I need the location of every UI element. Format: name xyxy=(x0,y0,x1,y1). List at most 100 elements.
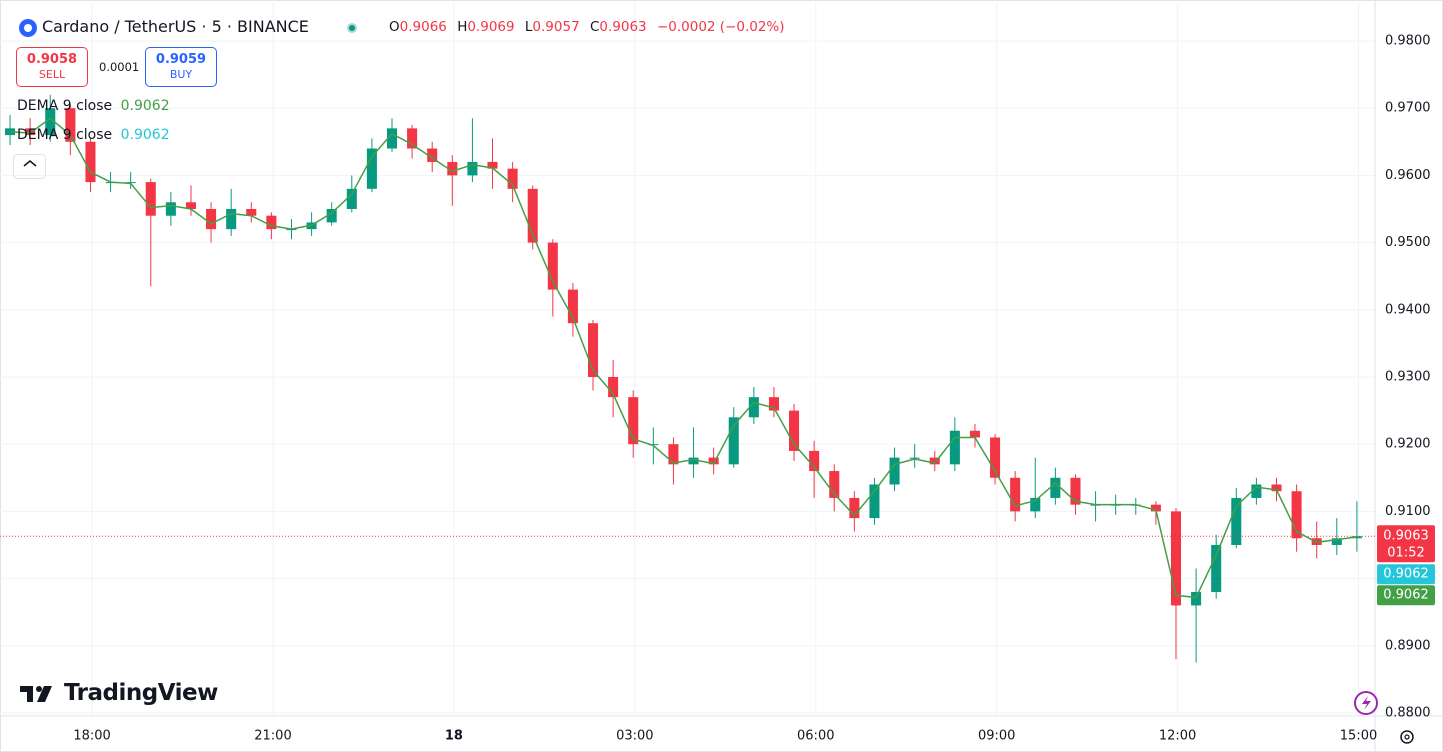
buy-button[interactable]: 0.9059 BUY xyxy=(145,47,217,87)
candle-body xyxy=(427,148,438,162)
candle-body xyxy=(507,168,518,189)
candle-body xyxy=(266,215,277,230)
candle-body xyxy=(346,188,357,209)
candle-body xyxy=(1150,504,1161,512)
candle-body xyxy=(467,161,478,176)
candle-body xyxy=(366,148,377,189)
y-tick-label: 0.9800 xyxy=(1385,33,1431,48)
collapse-button[interactable] xyxy=(13,154,46,179)
candle-body xyxy=(547,242,558,290)
indicator-name: DEMA 9 close xyxy=(17,127,113,143)
x-tick-label: 03:00 xyxy=(616,729,653,744)
ohlc-key: H xyxy=(457,19,468,35)
symbol-title[interactable]: Cardano / TetherUS · 5 · BINANCE xyxy=(42,17,309,36)
candle-body xyxy=(447,161,458,176)
candle-body xyxy=(25,128,36,136)
ohlc-key: L xyxy=(524,19,533,35)
countdown-label: 01:52 xyxy=(1387,546,1424,561)
ohlc-value: 0.9069 xyxy=(467,19,515,35)
x-tick-label: 21:00 xyxy=(254,729,291,744)
brand-name: TradingView xyxy=(64,680,218,706)
candle-body xyxy=(1271,484,1282,492)
logo-shape xyxy=(37,686,52,702)
indicator-value: 0.9062 xyxy=(120,98,170,114)
candle-body xyxy=(768,397,779,411)
candle-body xyxy=(226,208,237,230)
x-tick-label: 12:00 xyxy=(1159,729,1196,744)
candle-body xyxy=(809,450,820,472)
y-tick-label: 0.8900 xyxy=(1385,638,1431,653)
spread: 0.0001 xyxy=(99,60,140,74)
y-tick-label: 0.9500 xyxy=(1385,235,1431,250)
settings-icon-core xyxy=(1404,734,1410,740)
candle-body xyxy=(145,182,156,216)
candle-body xyxy=(929,457,940,465)
ohlc-legend: O0.9066 H0.9069 L0.9057 C0.9063 −0.0002 … xyxy=(383,19,785,35)
indicator-legend[interactable]: DEMA 9 close 0.9062 xyxy=(17,98,170,114)
candle-body xyxy=(869,484,880,519)
candle-body xyxy=(85,141,96,183)
candle-body xyxy=(608,376,619,398)
candle-body xyxy=(246,208,257,216)
sell-price: 0.9058 xyxy=(26,52,78,67)
change: −0.0002 (−0.02%) xyxy=(656,19,785,35)
collapse-chevron xyxy=(23,160,37,167)
ohlc-value: 0.9057 xyxy=(532,19,580,35)
buy-price: 0.9059 xyxy=(155,52,207,67)
candle-body xyxy=(889,457,900,485)
indicator-value: 0.9062 xyxy=(120,127,170,143)
indicator-price-label: 0.9062 xyxy=(1383,588,1429,603)
candle-body xyxy=(386,128,398,149)
candle-body xyxy=(587,323,599,377)
candle-body xyxy=(1010,477,1021,512)
candle-body xyxy=(206,208,217,230)
candle-body xyxy=(990,437,1001,478)
candle-body xyxy=(165,202,176,216)
candle-body xyxy=(708,457,719,465)
candle-body xyxy=(628,397,639,445)
candle-body xyxy=(1170,511,1182,606)
y-tick-label: 0.9100 xyxy=(1385,504,1431,519)
ohlc-value: 0.9063 xyxy=(599,19,647,35)
y-tick-label: 0.8800 xyxy=(1385,705,1431,720)
settings-icon[interactable] xyxy=(1400,730,1414,744)
last-price-label: 0.9063 xyxy=(1383,529,1429,544)
indicator-price-tag xyxy=(1377,564,1435,585)
indicator-price-label: 0.9062 xyxy=(1383,567,1429,582)
candle-body xyxy=(5,128,16,136)
logo-shape xyxy=(20,686,33,702)
candle-body xyxy=(1211,544,1222,593)
brand-logo xyxy=(20,686,52,702)
candle-body xyxy=(527,188,538,243)
alert-bolt xyxy=(1362,696,1371,710)
indicator-legend[interactable]: DEMA 9 close 0.9062 xyxy=(17,127,170,143)
buy-label: BUY xyxy=(169,68,193,81)
candle-body xyxy=(748,397,759,418)
last-price-tag xyxy=(1377,525,1435,563)
candle-body xyxy=(1331,538,1342,545)
candle-body xyxy=(185,202,196,209)
coin-icon-inner xyxy=(24,24,32,32)
candle-body xyxy=(1050,477,1061,498)
candle-body xyxy=(1030,497,1041,512)
candle-body xyxy=(1251,484,1262,498)
x-tick-label: 18 xyxy=(445,729,463,744)
y-tick-label: 0.9200 xyxy=(1385,437,1431,452)
candle-body xyxy=(949,430,960,465)
candle-body xyxy=(969,430,980,438)
indicator-name: DEMA 9 close xyxy=(17,98,113,114)
candle-body xyxy=(688,457,699,465)
y-tick-label: 0.9400 xyxy=(1385,302,1431,317)
candle-body xyxy=(1191,592,1202,606)
candle-body xyxy=(407,128,418,149)
candle-body xyxy=(125,182,136,184)
x-tick-label: 06:00 xyxy=(797,729,834,744)
candle-body xyxy=(1231,497,1242,545)
candle-body xyxy=(648,444,659,446)
status-dot xyxy=(349,25,355,31)
y-tick-label: 0.9600 xyxy=(1385,168,1431,183)
sell-button[interactable]: 0.9058 SELL xyxy=(16,47,88,87)
